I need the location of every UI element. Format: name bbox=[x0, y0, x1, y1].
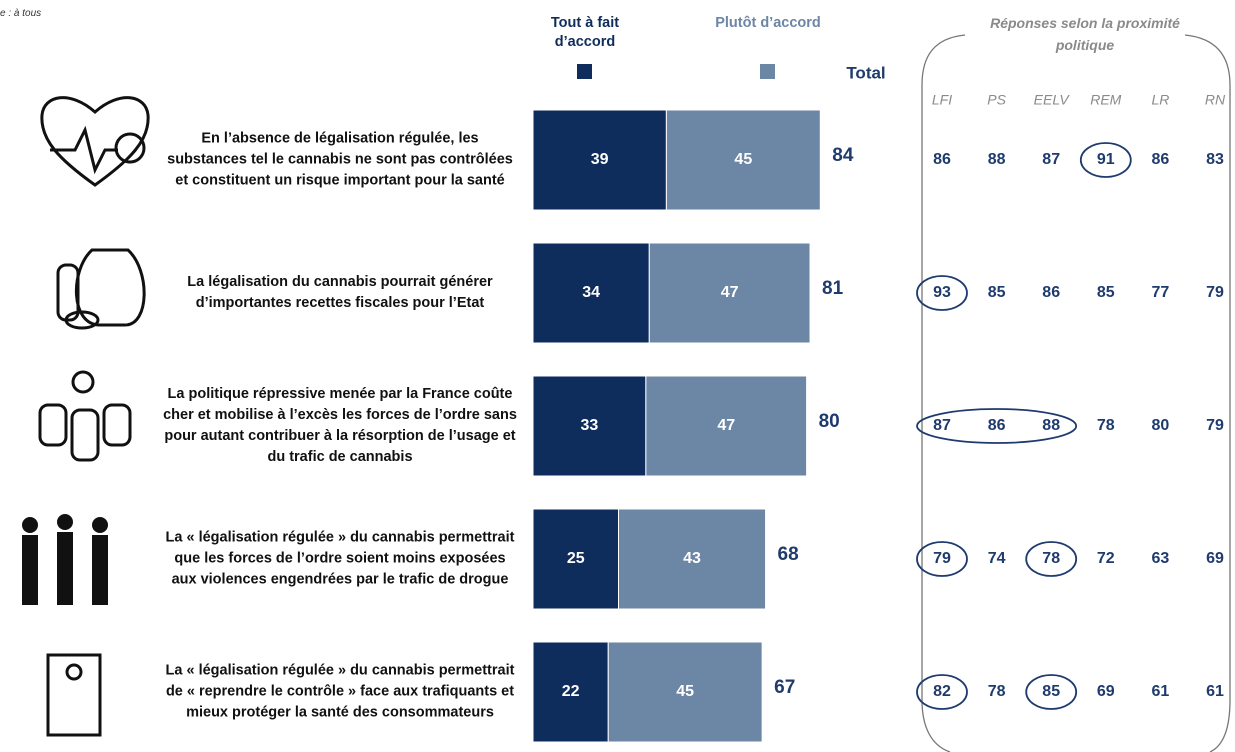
value-label: 45 bbox=[734, 151, 752, 168]
party-value: 79 bbox=[933, 550, 951, 567]
value-label: 45 bbox=[676, 683, 694, 700]
bar bbox=[607, 641, 763, 743]
party-value: 85 bbox=[1042, 683, 1060, 700]
heart-icon bbox=[40, 96, 150, 187]
row-label: La « légalisation régulée » du cannabis … bbox=[165, 529, 515, 588]
value-label: 43 bbox=[683, 550, 701, 567]
party-value: 83 bbox=[1206, 151, 1224, 168]
party-value: 85 bbox=[988, 284, 1006, 301]
document-icon bbox=[46, 653, 102, 737]
party-value: 79 bbox=[1206, 417, 1224, 434]
highlight-circle bbox=[1079, 142, 1132, 178]
seal-icon bbox=[65, 663, 83, 681]
party-value: 77 bbox=[1152, 284, 1170, 301]
value-label: 22 bbox=[562, 683, 580, 700]
bar bbox=[618, 508, 767, 610]
column-header: REM bbox=[1090, 92, 1121, 108]
party-value: 86 bbox=[1152, 151, 1170, 168]
total-value: 68 bbox=[778, 544, 799, 565]
value-label: 47 bbox=[721, 284, 739, 301]
party-value: 69 bbox=[1206, 550, 1224, 567]
party-value: 91 bbox=[1097, 151, 1115, 168]
badge-icon bbox=[71, 370, 95, 394]
party-value: 78 bbox=[988, 683, 1006, 700]
total-value: 81 bbox=[822, 278, 844, 299]
crowd-icon bbox=[22, 514, 108, 605]
party-value: 79 bbox=[1206, 284, 1224, 301]
legend-swatch bbox=[577, 64, 592, 79]
party-value: 88 bbox=[988, 151, 1006, 168]
highlight-circle bbox=[916, 275, 968, 311]
coins-icon bbox=[56, 263, 80, 322]
panel-title: Réponses selon la proximité politique bbox=[990, 15, 1180, 53]
party-value: 86 bbox=[933, 151, 951, 168]
party-value: 88 bbox=[1042, 417, 1060, 434]
plus-icon bbox=[114, 132, 146, 164]
bar bbox=[665, 109, 821, 211]
party-value: 78 bbox=[1097, 417, 1115, 434]
column-header: PS bbox=[987, 92, 1006, 108]
value-label: 33 bbox=[581, 417, 599, 434]
column-header: LFI bbox=[932, 92, 952, 108]
party-value: 80 bbox=[1152, 417, 1170, 434]
total-header: Total bbox=[846, 63, 885, 82]
party-value: 63 bbox=[1152, 550, 1170, 567]
highlight-circle bbox=[916, 541, 968, 577]
value-label: 47 bbox=[717, 417, 735, 434]
party-value: 86 bbox=[988, 417, 1006, 434]
highlight-circle bbox=[1025, 541, 1078, 577]
party-value: 72 bbox=[1097, 550, 1115, 567]
note: e : à tous bbox=[0, 8, 42, 19]
bar bbox=[532, 109, 667, 211]
value-label: 25 bbox=[567, 550, 585, 567]
bar bbox=[532, 508, 619, 610]
bar bbox=[532, 375, 647, 477]
party-value: 85 bbox=[1097, 284, 1115, 301]
highlight-circle bbox=[916, 408, 1078, 444]
party-value: 87 bbox=[933, 417, 951, 434]
bar bbox=[648, 242, 811, 344]
total-value: 80 bbox=[819, 411, 840, 432]
row-label: En l’absence de légalisation régulée, le… bbox=[167, 130, 513, 189]
row-label: La légalisation du cannabis pourrait gén… bbox=[187, 274, 493, 311]
value-label: 34 bbox=[582, 284, 600, 301]
total-value: 67 bbox=[774, 677, 795, 698]
total-value: 84 bbox=[832, 145, 854, 166]
party-value: 61 bbox=[1152, 683, 1170, 700]
bar bbox=[532, 641, 609, 743]
legend-label: Plutôt d’accord bbox=[715, 15, 821, 31]
legend-swatch bbox=[760, 64, 775, 79]
coin-icon bbox=[64, 310, 100, 330]
officer-icon bbox=[102, 403, 132, 447]
bar bbox=[645, 375, 808, 477]
value-label: 39 bbox=[591, 151, 609, 168]
pulse-icon bbox=[50, 125, 118, 175]
party-value: 86 bbox=[1042, 284, 1060, 301]
column-header: LR bbox=[1151, 92, 1169, 108]
officer-icon bbox=[38, 403, 68, 447]
column-header: EELV bbox=[1034, 92, 1071, 108]
party-value: 61 bbox=[1206, 683, 1224, 700]
highlight-circle bbox=[916, 674, 968, 710]
officer-icon bbox=[70, 408, 100, 462]
party-value: 93 bbox=[933, 284, 951, 301]
highlight-circle bbox=[1025, 674, 1078, 710]
row-label: La politique répressive menée par la Fra… bbox=[163, 386, 517, 465]
panel-bracket bbox=[921, 34, 1231, 752]
bar bbox=[532, 242, 650, 344]
column-header: RN bbox=[1205, 92, 1226, 108]
icons bbox=[38, 96, 150, 737]
party-value: 78 bbox=[1042, 550, 1060, 567]
party-value: 87 bbox=[1042, 151, 1060, 168]
party-value: 74 bbox=[988, 550, 1006, 567]
legend-label: Tout à fait d’accord bbox=[550, 15, 620, 50]
party-value: 69 bbox=[1097, 683, 1115, 700]
party-value: 82 bbox=[933, 683, 951, 700]
row-label: La « légalisation régulée » du cannabis … bbox=[165, 662, 515, 721]
